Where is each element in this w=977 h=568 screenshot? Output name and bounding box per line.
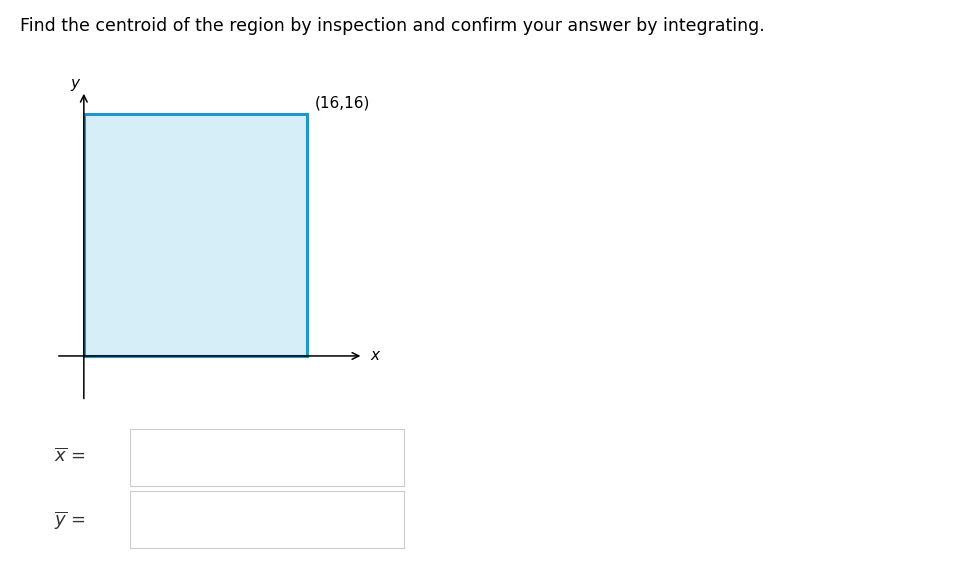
Text: y: y [70,76,79,91]
Text: (16,16): (16,16) [314,95,369,111]
Text: i: i [110,448,117,467]
Text: Find the centroid of the region by inspection and confirm your answer by integra: Find the centroid of the region by inspe… [20,17,764,35]
Text: $\overline{y}$ =: $\overline{y}$ = [54,509,86,531]
Text: i: i [110,510,117,529]
Text: x: x [370,348,379,364]
Text: $\overline{x}$ =: $\overline{x}$ = [54,448,86,466]
Bar [84,114,307,356]
